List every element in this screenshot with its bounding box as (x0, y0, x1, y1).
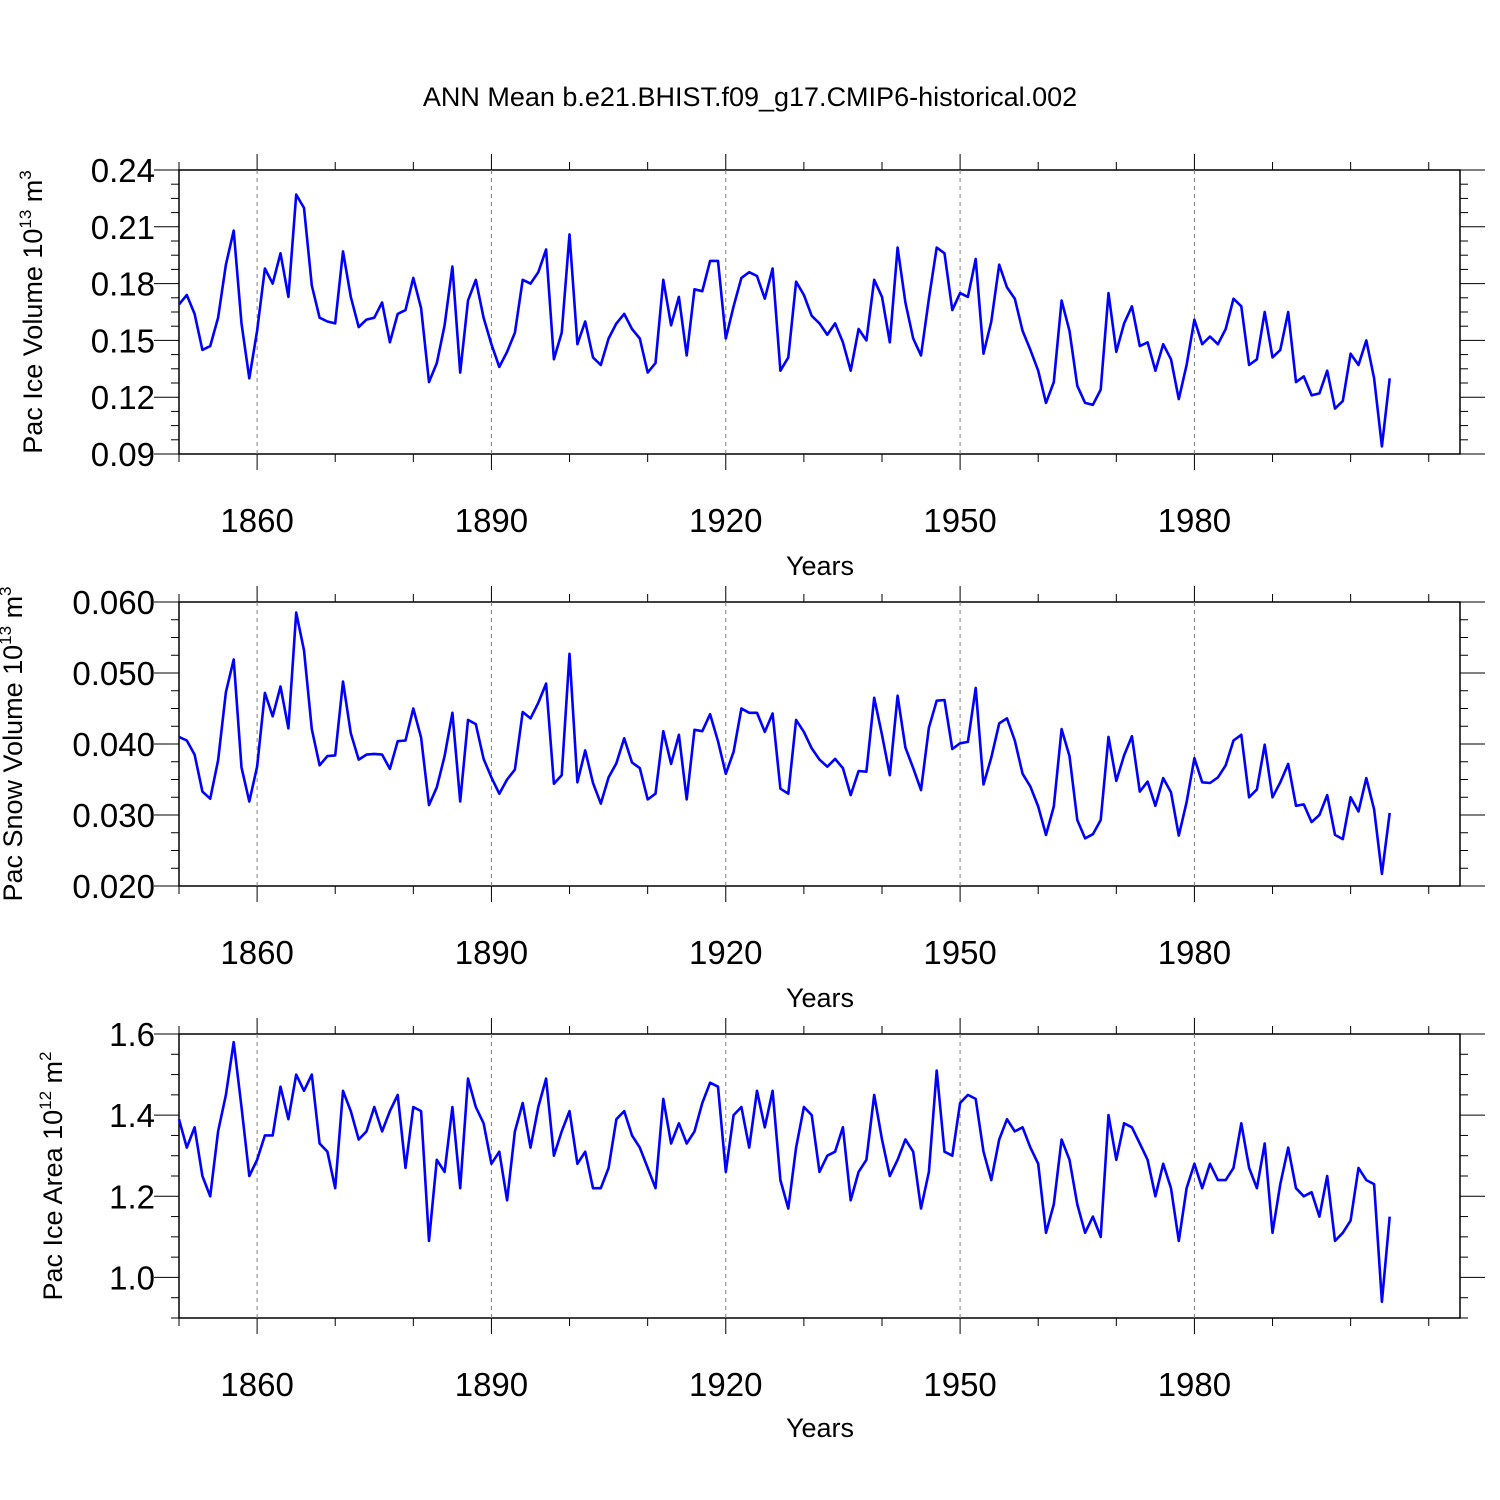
y-axis-label-exp: 12 (36, 1091, 55, 1110)
series-line (177, 193, 1391, 448)
y-tick-label: 0.09 (91, 436, 155, 473)
y-axis-label-unit-exp: 3 (0, 586, 15, 595)
vertical-grid (256, 170, 1195, 454)
y-axis-label-unit: m (38, 1061, 68, 1091)
x-tick-label: 1980 (1158, 1366, 1231, 1403)
y-axis-label-unit: m (0, 596, 28, 626)
data-series (178, 611, 1391, 876)
y-axis-label-main: Pac Snow Volume 10 (0, 645, 28, 902)
y-tick-label: 0.21 (91, 209, 155, 246)
data-series (177, 1040, 1391, 1304)
y-axis-label-unit-exp: 2 (36, 1051, 55, 1060)
y-tick-label: 1.0 (109, 1259, 155, 1296)
x-tick-labels: 1860 1890 1920 1950 1980 (220, 502, 1231, 539)
x-tick-labels: 1860 1890 1920 1950 1980 (220, 1366, 1231, 1403)
y-tick-label: 0.18 (91, 266, 155, 303)
x-tick-label: 1860 (220, 502, 293, 539)
series-line (177, 1040, 1391, 1304)
axis-ticks (154, 586, 1485, 902)
y-tick-labels: 0.09 0.12 0.15 0.18 0.21 0.24 (91, 152, 155, 473)
y-tick-label: 1.2 (109, 1178, 155, 1215)
x-tick-label: 1950 (923, 1366, 996, 1403)
y-tick-label: 0.020 (72, 868, 155, 905)
x-tick-label: 1920 (689, 502, 762, 539)
y-axis-label: Pac Ice Area 1012 m2 (36, 1051, 68, 1300)
y-axis-label-unit: m (18, 180, 48, 210)
x-tick-label: 1890 (455, 934, 528, 971)
data-series (177, 193, 1391, 448)
x-tick-label: 1920 (689, 1366, 762, 1403)
y-tick-label: 0.060 (72, 584, 155, 621)
main-title: ANN Mean b.e21.BHIST.f09_g17.CMIP6-histo… (423, 82, 1077, 112)
plot-frame (178, 601, 1461, 887)
x-tick-label: 1950 (923, 934, 996, 971)
x-tick-label: 1950 (923, 502, 996, 539)
x-tick-label: 1890 (455, 1366, 528, 1403)
y-axis-label-exp: 13 (16, 210, 35, 229)
y-axis-label-main: Pac Ice Volume 10 (18, 229, 48, 454)
snow-volume-panel: 0.020 0.030 0.040 0.050 0.060 1860 1890 1920 19… (0, 584, 1485, 1013)
x-tick-labels: 1860 1890 1920 1950 1980 (220, 934, 1231, 971)
x-tick-label: 1890 (455, 502, 528, 539)
x-tick-label: 1980 (1158, 934, 1231, 971)
x-axis-label: Years (786, 983, 854, 1013)
y-tick-label: 1.4 (109, 1097, 155, 1134)
y-tick-label: 0.040 (72, 726, 155, 763)
vertical-grid (256, 1034, 1195, 1318)
x-tick-label: 1860 (220, 934, 293, 971)
y-tick-labels: 0.020 0.030 0.040 0.050 0.060 (72, 584, 155, 905)
axis-ticks (154, 154, 1485, 470)
x-tick-label: 1980 (1158, 502, 1231, 539)
y-tick-label: 1.6 (109, 1016, 155, 1053)
y-axis-label-exp: 13 (0, 626, 15, 645)
ice-volume-panel: 0.09 0.12 0.15 0.18 0.21 0.24 1860 1890 1920 195… (16, 152, 1485, 581)
y-tick-label: 0.050 (72, 655, 155, 692)
axis-ticks (154, 1018, 1485, 1334)
y-tick-label: 0.15 (91, 322, 155, 359)
x-tick-label: 1920 (689, 934, 762, 971)
x-axis-label: Years (786, 1413, 854, 1443)
ice-area-panel: 1.01.21.41.6 1860 1890 1920 1950 1980 Years … (36, 1016, 1485, 1443)
plot-frame (178, 169, 1461, 455)
x-axis-label: Years (786, 551, 854, 581)
series-line (178, 611, 1391, 876)
x-tick-label: 1860 (220, 1366, 293, 1403)
y-tick-label: 0.24 (91, 152, 155, 189)
y-tick-labels: 1.0 1.2 1.4 1.6 (109, 1016, 155, 1296)
y-tick-label: 0.030 (72, 797, 155, 834)
y-axis-label-unit-exp: 3 (16, 170, 35, 179)
y-axis-label: Pac Ice Volume 1013 m3 (16, 170, 48, 454)
y-tick-label: 0.12 (91, 379, 155, 416)
y-axis-label-main: Pac Ice Area 10 (38, 1110, 68, 1301)
y-axis-label: Pac Snow Volume 1013 m3 (0, 586, 28, 901)
